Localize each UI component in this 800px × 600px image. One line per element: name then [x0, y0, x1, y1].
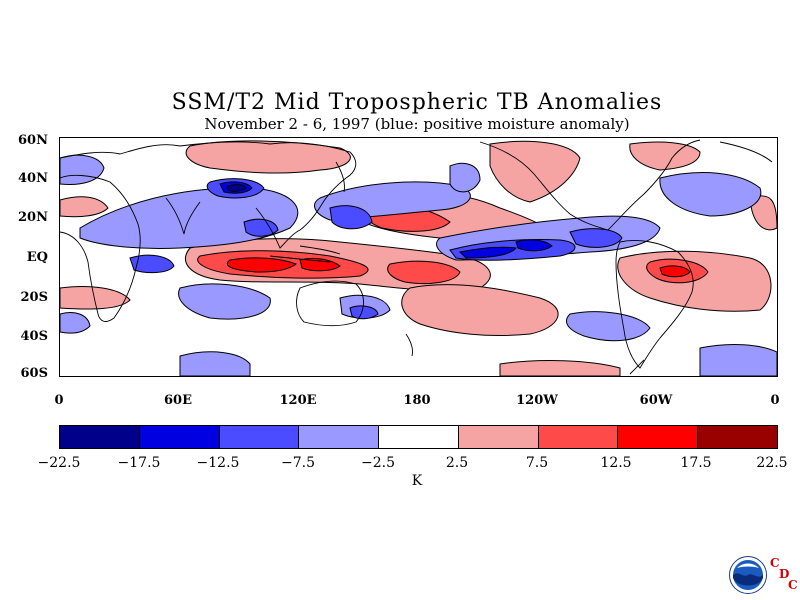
moist-region-indian-belt	[79, 187, 299, 250]
colorbar-tick-label: −12.5	[196, 455, 240, 471]
moist-region-strong-5	[129, 254, 175, 274]
cdc-letter: C	[770, 556, 780, 570]
colorbar	[59, 425, 778, 449]
colorbar-tick-label: 7.5	[525, 455, 549, 471]
lat-label-20n: 20N	[18, 210, 48, 225]
lat-label-60n: 60N	[18, 133, 48, 148]
lon-label-0-right: 0	[770, 393, 780, 408]
lon-label-60e: 60E	[164, 393, 192, 408]
warm-region-south-atlantic	[60, 286, 131, 310]
colorbar-tick-label: 2.5	[445, 455, 469, 471]
moist-region-pacific-nw	[449, 162, 481, 193]
warm-region-southern-ocean	[499, 360, 621, 376]
lon-label-180: 180	[403, 393, 431, 408]
colorbar-segment	[60, 426, 140, 448]
colorbar-tick-label: −2.5	[361, 455, 395, 471]
moist-region-core-4	[227, 184, 247, 192]
anomaly-map	[59, 137, 778, 377]
coastlines	[60, 139, 773, 375]
moist-region-southern-africa	[60, 312, 91, 334]
warm-region-core-1	[226, 257, 298, 273]
colorbar-tick-label: −17.5	[117, 455, 161, 471]
cdc-letter: C	[788, 578, 798, 592]
warm-region-core-3	[659, 265, 691, 278]
lat-label-40s: 40S	[20, 329, 48, 344]
warm-region-north-pacific	[185, 140, 351, 174]
colorbar-segment	[299, 426, 380, 448]
colorbar-segment	[618, 426, 699, 448]
lon-label-120e: 120E	[279, 393, 317, 408]
coast-antarctic-peninsula	[629, 359, 645, 375]
lon-label-60w: 60W	[639, 393, 673, 408]
coast-africa	[60, 174, 141, 322]
colorbar-tick-label: −7.5	[281, 455, 315, 471]
coast-new-zealand	[405, 333, 413, 357]
noaa-logo-icon	[729, 556, 767, 594]
map-title: SSM/T2 Mid Tropospheric TB Anomalies	[171, 90, 663, 115]
moist-region-strong-4	[569, 228, 623, 248]
warm-region-npac-east	[489, 140, 581, 203]
moist-region-strong-7	[349, 305, 379, 320]
map-subtitle: November 2 - 6, 1997 (blue: positive moi…	[204, 115, 630, 133]
colorbar-tick-label: 17.5	[680, 455, 712, 471]
coast-greenland	[719, 141, 773, 163]
lon-label-120w: 120W	[516, 393, 558, 408]
coast-australia	[296, 280, 364, 327]
lat-label-60s: 60S	[20, 366, 48, 381]
moist-region-indian-south	[178, 283, 271, 320]
warm-region-core-2	[299, 257, 341, 272]
moist-region-nw-africa	[60, 154, 105, 185]
coast-india	[165, 197, 201, 235]
colorbar-tick-label: −22.5	[37, 455, 81, 471]
moist-region-strong-2	[329, 205, 373, 230]
lat-label-40n: 40N	[18, 171, 48, 186]
coast-south-america	[615, 240, 694, 369]
moist-region-north-atlantic	[659, 172, 762, 217]
lat-label-eq: EQ	[26, 250, 48, 265]
coast-north-america	[479, 139, 701, 231]
moist-region-strong-6	[243, 218, 279, 237]
warm-region-na-east	[629, 141, 701, 171]
moist-region-sw-atlantic	[699, 344, 777, 376]
warm-anomaly-regions	[60, 140, 777, 376]
coast-europe-asia	[60, 141, 357, 231]
colorbar-segment	[538, 426, 619, 448]
lon-label-0-left: 0	[54, 393, 64, 408]
warm-region-low-strong-2	[387, 260, 461, 285]
colorbar-unit: K	[411, 473, 423, 489]
moist-region-core-3	[515, 239, 553, 252]
colorbar-segment	[698, 426, 778, 448]
colorbar-segment	[379, 426, 459, 448]
cdc-letter: D	[779, 567, 790, 581]
anomaly-map-svg	[60, 139, 777, 376]
colorbar-tick-label: 12.5	[600, 455, 632, 471]
warm-region-africa-west	[60, 196, 109, 218]
coast-se-asia	[255, 207, 301, 249]
colorbar-segment	[219, 426, 300, 448]
colorbar-tick-label: 22.5	[756, 455, 788, 471]
warm-region-south-pacific	[401, 284, 559, 337]
colorbar-segment	[139, 426, 220, 448]
moist-region-core-2	[458, 246, 517, 259]
coast-indonesia	[269, 245, 341, 263]
colorbar-segment	[458, 426, 539, 448]
moist-region-se-pacific	[566, 311, 651, 342]
moist-region-southern-ocean	[179, 351, 251, 376]
coast-japan	[335, 161, 345, 193]
moist-anomaly-regions	[60, 154, 777, 376]
warm-region-indian-east	[749, 195, 777, 231]
lat-label-20s: 20S	[20, 290, 48, 305]
